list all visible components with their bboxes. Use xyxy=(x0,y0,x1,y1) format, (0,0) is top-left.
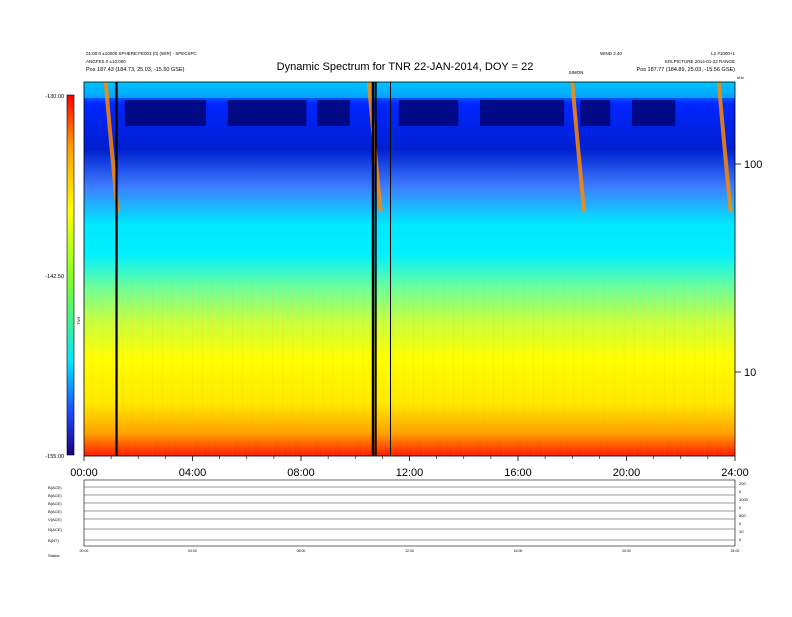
x-tick-label: 04:00 xyxy=(179,467,207,479)
colorbar-label: TNR xyxy=(76,317,81,325)
header-left-line2: ANGFES 0 ±10:000 xyxy=(86,59,126,64)
spectrogram-top-band xyxy=(84,82,735,98)
aux-label-4: V(ACE) xyxy=(48,517,62,522)
spectrogram xyxy=(84,82,735,456)
data-gaps xyxy=(115,82,392,456)
aux-x-label: 20:00 xyxy=(622,549,631,553)
aux-right-val-1: 0 xyxy=(739,489,742,494)
aux-right-val-2: 1000 xyxy=(739,497,749,502)
aux-right-val-7: 0 xyxy=(739,537,742,542)
status-label: Status: xyxy=(48,553,60,558)
dark-patch-4 xyxy=(480,100,565,126)
aux-right-val-5: 0 xyxy=(739,521,742,526)
aux-x-label: 12:00 xyxy=(405,549,414,553)
burst-2 xyxy=(570,81,587,213)
header-right-line0: WIND 2.40 xyxy=(600,51,623,56)
aux-label-6: B(NT) xyxy=(48,538,59,543)
right-tick-10: 10 xyxy=(744,367,756,379)
header-mid-tag: SIMON xyxy=(569,70,584,75)
aux-label-5: N(ACE) xyxy=(48,527,62,532)
aux-label-3: B(ACE) xyxy=(48,509,62,514)
x-tick-label: 08:00 xyxy=(287,467,315,479)
aux-panel-traces: B(ACE) B(ACE) B(ACE) B(ACE) V(ACE) N(ACE) B(NT… xyxy=(48,481,749,553)
colorbar xyxy=(66,94,75,456)
aux-label-2: B(ACE) xyxy=(48,501,62,506)
aux-right-val-6: 10 xyxy=(739,529,744,534)
aux-x-label: 08:00 xyxy=(297,549,306,553)
aux-right-val-0: 200 xyxy=(739,481,746,486)
dark-patch-5 xyxy=(580,100,611,126)
header-left-pos: Pos 187.43 (184.73, 25.03, -15.50 GSE) xyxy=(86,67,185,73)
spectrogram-dark-patches xyxy=(91,100,735,456)
colorbar-tick-top: -130.00 xyxy=(45,94,64,100)
right-axis xyxy=(735,163,741,373)
aux-label-0: B(ACE) xyxy=(48,485,62,490)
x-axis: 00:00 04:00 08:00 12:00 16:00 20:00 24:00 xyxy=(70,456,749,479)
aux-label-1: B(ACE) xyxy=(48,493,62,498)
burst-3 xyxy=(716,81,733,213)
header-right-line1: SOLPICTURE 2014-01-22 RANGE xyxy=(665,59,735,64)
header-left-line1: 01:00:0 ±10000 SPHERE:FE003 (0) (WIR) · … xyxy=(86,51,198,56)
colorbar-tick-mid: -142.50 xyxy=(45,274,64,280)
colorbar-tick-bottom: -155.00 xyxy=(45,454,64,460)
x-tick-label: 20:00 xyxy=(613,467,641,479)
aux-x-label: 16:00 xyxy=(514,549,523,553)
header-right-pos: Pos 187.77 (184.89, 25.03, -15.56 GSE) xyxy=(637,67,736,73)
aux-panels xyxy=(83,479,736,547)
x-tick-label: 12:00 xyxy=(396,467,424,479)
aux-x-label: 24:00 xyxy=(731,549,740,553)
dark-patch-1 xyxy=(227,100,307,126)
x-tick-label: 00:00 xyxy=(70,467,98,479)
aux-right-val-4: 500 xyxy=(739,513,746,518)
aux-x-label: 00:00 xyxy=(80,549,89,553)
x-tick-label: 24:00 xyxy=(721,467,749,479)
dark-patch-3 xyxy=(398,100,459,126)
aux-x-label: 04:00 xyxy=(188,549,197,553)
dark-patch-2 xyxy=(317,100,350,126)
x-tick-label: 16:00 xyxy=(504,467,532,479)
right-tick-100: 100 xyxy=(744,159,762,171)
dark-patch-0 xyxy=(124,100,207,126)
dark-patch-6 xyxy=(631,100,676,126)
chart-title: Dynamic Spectrum for TNR 22-JAN-2014, DO… xyxy=(277,61,534,73)
header-right-line0b: L2 #1000+1 xyxy=(711,51,735,56)
aux-right-val-3: 0 xyxy=(739,505,742,510)
right-axis-unit: kHz xyxy=(737,75,744,80)
